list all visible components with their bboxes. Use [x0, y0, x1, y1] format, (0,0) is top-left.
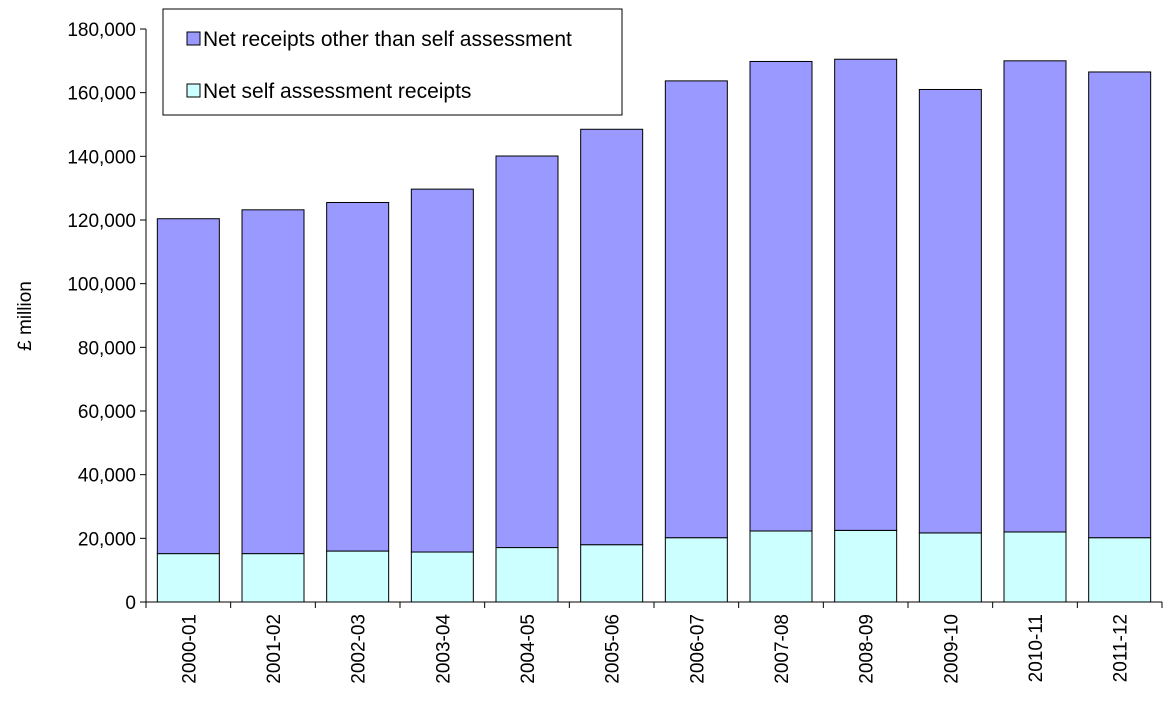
x-tick-label: 2011-12 [1111, 614, 1132, 682]
bar-other-receipts [580, 128, 644, 546]
bar-self-assessment [664, 537, 728, 603]
y-tick-label: 100,000 [67, 275, 136, 296]
bar-self-assessment [1003, 531, 1067, 603]
y-tick-label: 140,000 [67, 147, 136, 168]
bar-other-receipts [664, 80, 728, 539]
x-tick-label: 2003-04 [433, 614, 454, 684]
bars [156, 58, 1152, 603]
legend: Net receipts other than self assessment … [162, 8, 623, 116]
bar-other-receipts [410, 188, 474, 553]
x-tick-label: 2007-08 [772, 614, 793, 684]
bar-self-assessment [495, 547, 559, 603]
bar-other-receipts [241, 209, 305, 555]
y-tick-label: 160,000 [67, 84, 136, 105]
y-tick-label: 0 [125, 593, 136, 614]
bar-self-assessment [410, 551, 474, 603]
y-tick-label: 180,000 [67, 20, 136, 41]
legend-label-other-receipts: Net receipts other than self assessment [203, 28, 572, 51]
bar-other-receipts [326, 201, 390, 552]
bar-self-assessment [156, 553, 220, 603]
legend-frame [162, 8, 623, 116]
bar-self-assessment [749, 530, 813, 603]
bar-other-receipts [1088, 71, 1152, 539]
legend-swatch-self-assessment [186, 83, 201, 98]
x-tick-label: 2009-10 [941, 614, 962, 684]
bar-self-assessment [834, 529, 898, 603]
x-tick-label: 2001-02 [264, 614, 285, 684]
x-axis-ticks: 2000-01 2001-02 2002-03 2003-04 2004-05 2005-… [145, 602, 1163, 684]
y-tick-label: 60,000 [78, 402, 136, 423]
x-tick-label: 2008-09 [857, 614, 878, 684]
y-axis-title: £ million [15, 281, 36, 351]
legend-swatch-other-receipts [186, 31, 201, 46]
x-tick-label: 2005-06 [603, 614, 624, 684]
bar-self-assessment [241, 553, 305, 603]
bar-other-receipts [918, 88, 982, 534]
bar-other-receipts [749, 60, 813, 532]
y-tick-label: 40,000 [78, 466, 136, 487]
bar-other-receipts [834, 58, 898, 531]
y-tick-label: 20,000 [78, 529, 136, 550]
x-tick-label: 2004-05 [518, 614, 539, 684]
x-tick-label: 2002-03 [349, 614, 370, 684]
x-tick-label: 2006-07 [687, 614, 708, 684]
x-tick-label: 2010-11 [1026, 614, 1047, 682]
y-tick-label: 80,000 [78, 338, 136, 359]
bar-self-assessment [326, 550, 390, 603]
x-tick-label: 2000-01 [179, 614, 200, 684]
bar-self-assessment [918, 532, 982, 603]
legend-label-self-assessment: Net self assessment receipts [203, 80, 471, 103]
bar-other-receipts [1003, 60, 1067, 533]
y-tick-label: 120,000 [67, 211, 136, 232]
bar-self-assessment [1088, 537, 1152, 603]
y-axis-ticks: 0 20,000 40,000 60,000 80,000 100,000 120,000 1… [67, 20, 146, 614]
bar-other-receipts [156, 218, 220, 555]
bar-self-assessment [580, 544, 644, 603]
bar-other-receipts [495, 155, 559, 549]
